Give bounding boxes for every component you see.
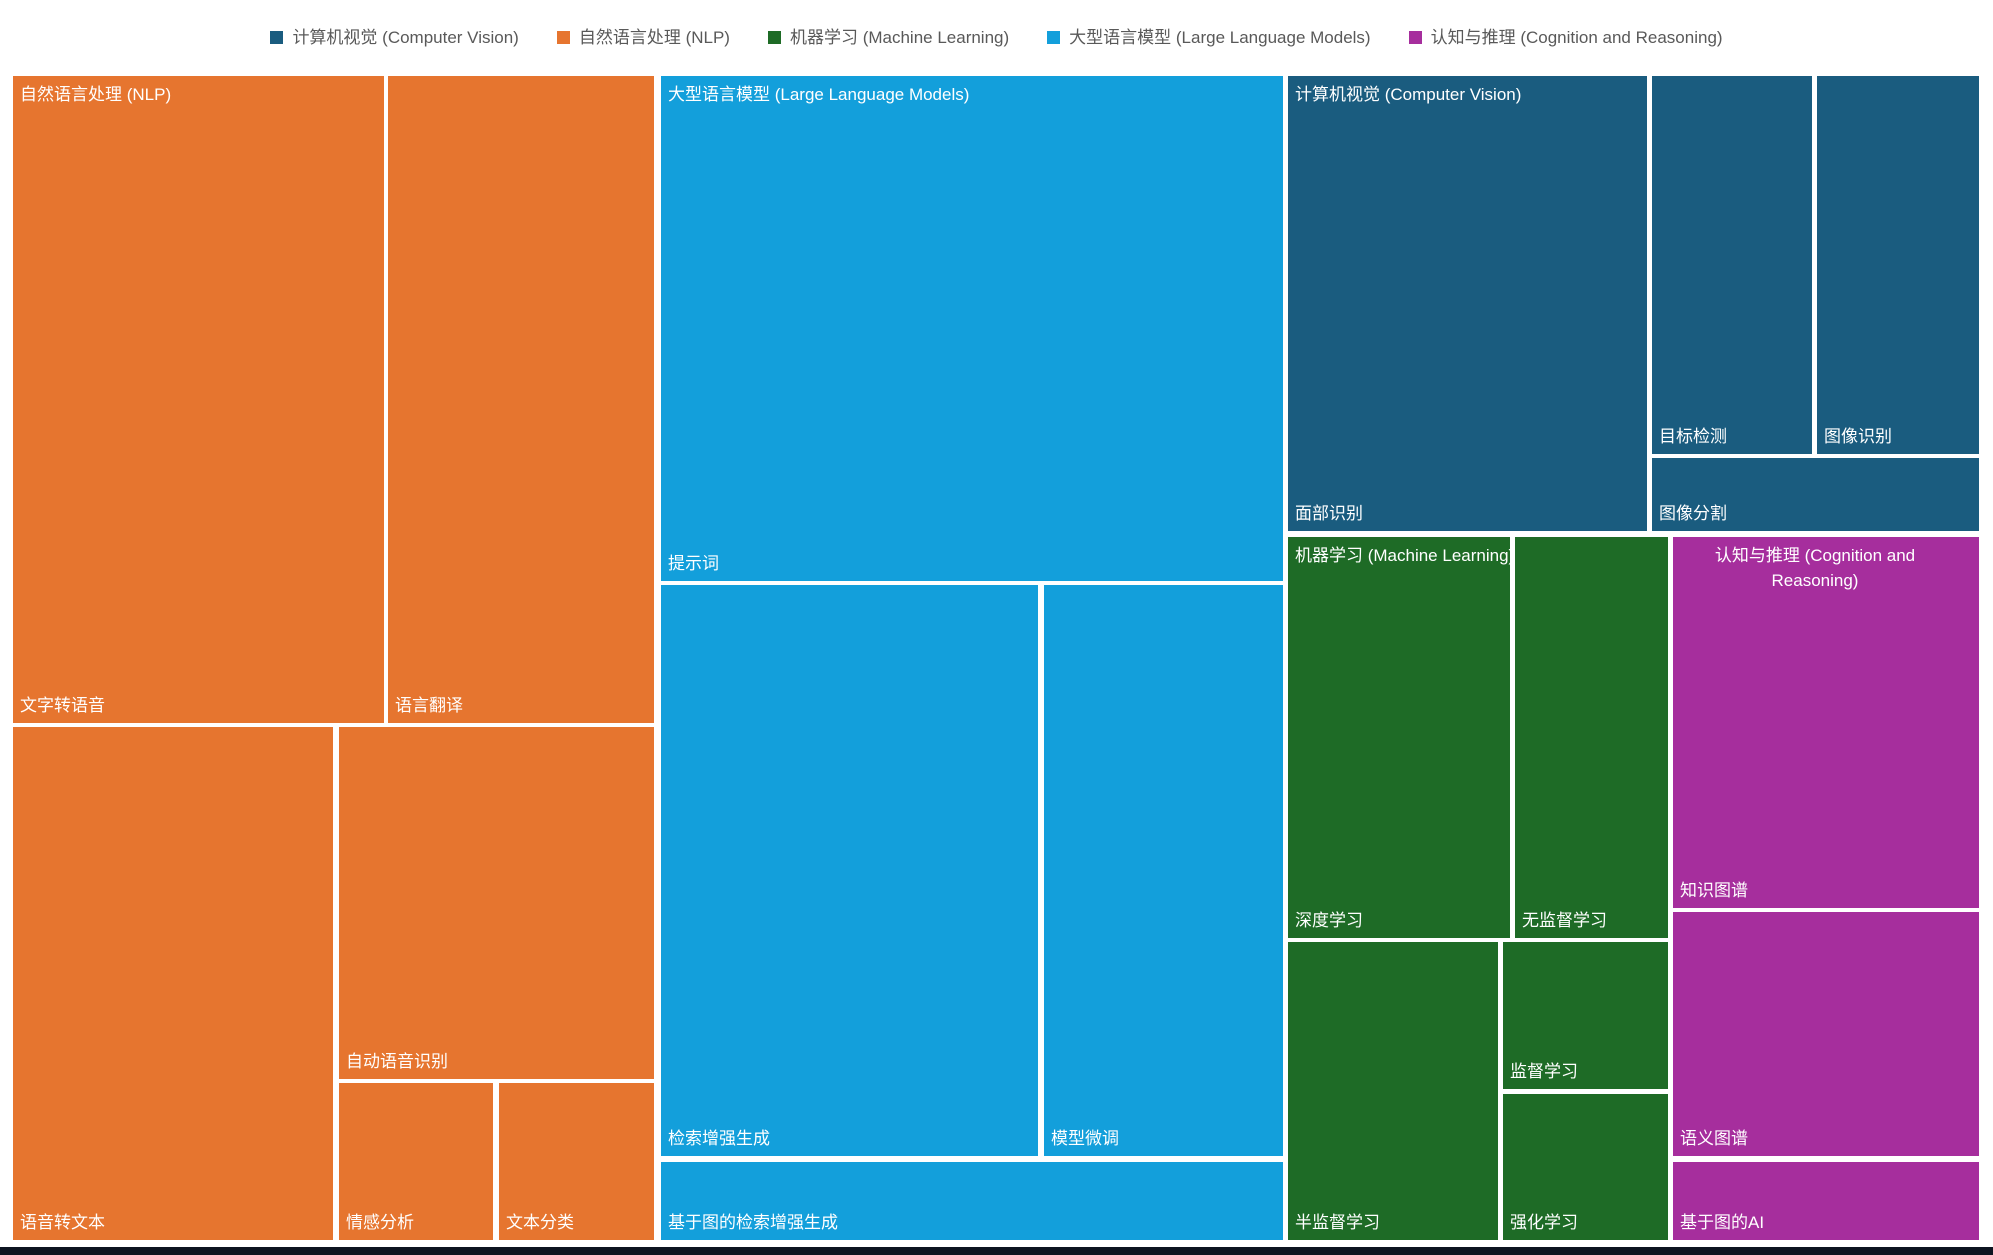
treemap-cell-llm-0[interactable]: 提示词 (661, 76, 1283, 581)
treemap-cell-machine_learning-4[interactable]: 强化学习 (1503, 1094, 1668, 1240)
legend-label: 计算机视觉 (Computer Vision) (292, 27, 519, 47)
treemap-cell-label: 语音转文本 (20, 1212, 105, 1232)
treemap-cell-computer_vision-1[interactable]: 目标检测 (1652, 76, 1812, 454)
treemap-cell-label: 目标检测 (1659, 426, 1727, 446)
legend-item[interactable]: 计算机视觉 (Computer Vision) (270, 27, 519, 47)
legend-label: 认知与推理 (Cognition and Reasoning) (1430, 27, 1723, 47)
legend-item[interactable]: 认知与推理 (Cognition and Reasoning) (1408, 27, 1723, 47)
treemap-cell-label: 基于图的AI (1680, 1212, 1765, 1232)
treemap-cell-label: 无监督学习 (1522, 910, 1607, 930)
treemap-cell-label: 提示词 (668, 553, 719, 573)
treemap-cell-label: 图像分割 (1659, 503, 1727, 523)
treemap-cell-llm-3[interactable]: 基于图的检索增强生成 (661, 1162, 1283, 1240)
treemap-cell-label: 基于图的检索增强生成 (668, 1212, 838, 1232)
treemap-cell-nlp-0[interactable]: 文字转语音 (13, 76, 384, 723)
treemap-cell-label: 深度学习 (1295, 910, 1363, 930)
treemap-cell-computer_vision-3[interactable]: 图像分割 (1652, 458, 1979, 531)
treemap-cell-label: 语义图谱 (1680, 1128, 1748, 1148)
treemap-cell-nlp-2[interactable]: 语音转文本 (13, 727, 333, 1240)
treemap-cell-label: 知识图谱 (1680, 880, 1748, 900)
treemap-cell-label: 监督学习 (1510, 1061, 1578, 1081)
treemap-cell-cognition-2[interactable]: 基于图的AI (1673, 1162, 1979, 1240)
treemap-cell-nlp-4[interactable]: 情感分析 (339, 1083, 493, 1240)
legend-swatch-icon (1408, 30, 1422, 44)
treemap-cell-computer_vision-2[interactable]: 图像识别 (1817, 76, 1979, 454)
legend-label: 大型语言模型 (Large Language Models) (1069, 27, 1371, 47)
treemap-cell-llm-1[interactable]: 检索增强生成 (661, 585, 1038, 1156)
legend-item[interactable]: 自然语言处理 (NLP) (556, 27, 730, 47)
treemap-cell-nlp-1[interactable]: 语言翻译 (388, 76, 654, 723)
treemap-cell-label: 面部识别 (1295, 503, 1363, 523)
treemap-cell-machine_learning-2[interactable]: 半监督学习 (1288, 942, 1498, 1240)
treemap-cell-label: 检索增强生成 (668, 1128, 770, 1148)
treemap-cell-label: 文字转语音 (20, 695, 105, 715)
legend-item[interactable]: 大型语言模型 (Large Language Models) (1047, 27, 1371, 47)
treemap-cell-label: 情感分析 (346, 1212, 414, 1232)
treemap-cell-machine_learning-1[interactable]: 无监督学习 (1515, 537, 1668, 938)
treemap-cell-label: 语言翻译 (395, 695, 463, 715)
treemap-cell-llm-2[interactable]: 模型微调 (1044, 585, 1283, 1156)
treemap-cell-label: 模型微调 (1051, 1128, 1119, 1148)
legend-swatch-icon (1047, 30, 1061, 44)
treemap-cell-nlp-5[interactable]: 文本分类 (499, 1083, 654, 1240)
treemap-cell-label: 强化学习 (1510, 1212, 1578, 1232)
bottom-edge-bar (0, 1247, 1993, 1255)
legend-swatch-icon (556, 30, 570, 44)
treemap-cell-machine_learning-0[interactable]: 深度学习 (1288, 537, 1510, 938)
legend-label: 机器学习 (Machine Learning) (789, 27, 1010, 47)
legend-item[interactable]: 机器学习 (Machine Learning) (767, 27, 1010, 47)
treemap-cell-label: 图像识别 (1824, 426, 1892, 446)
legend: 计算机视觉 (Computer Vision) 自然语言处理 (NLP) 机器学习 … (0, 20, 1993, 54)
legend-swatch-icon (270, 30, 284, 44)
treemap-cell-label: 自动语音识别 (346, 1051, 448, 1071)
legend-swatch-icon (767, 30, 781, 44)
treemap-cell-label: 半监督学习 (1295, 1212, 1380, 1232)
treemap-cell-machine_learning-3[interactable]: 监督学习 (1503, 942, 1668, 1089)
legend-label: 自然语言处理 (NLP) (578, 27, 730, 47)
treemap-cell-cognition-1[interactable]: 语义图谱 (1673, 912, 1979, 1156)
treemap-cell-label: 文本分类 (506, 1212, 574, 1232)
treemap-cell-cognition-0[interactable]: 知识图谱 (1673, 537, 1979, 908)
treemap-cell-nlp-3[interactable]: 自动语音识别 (339, 727, 654, 1079)
treemap-cell-computer_vision-0[interactable]: 面部识别 (1288, 76, 1647, 531)
